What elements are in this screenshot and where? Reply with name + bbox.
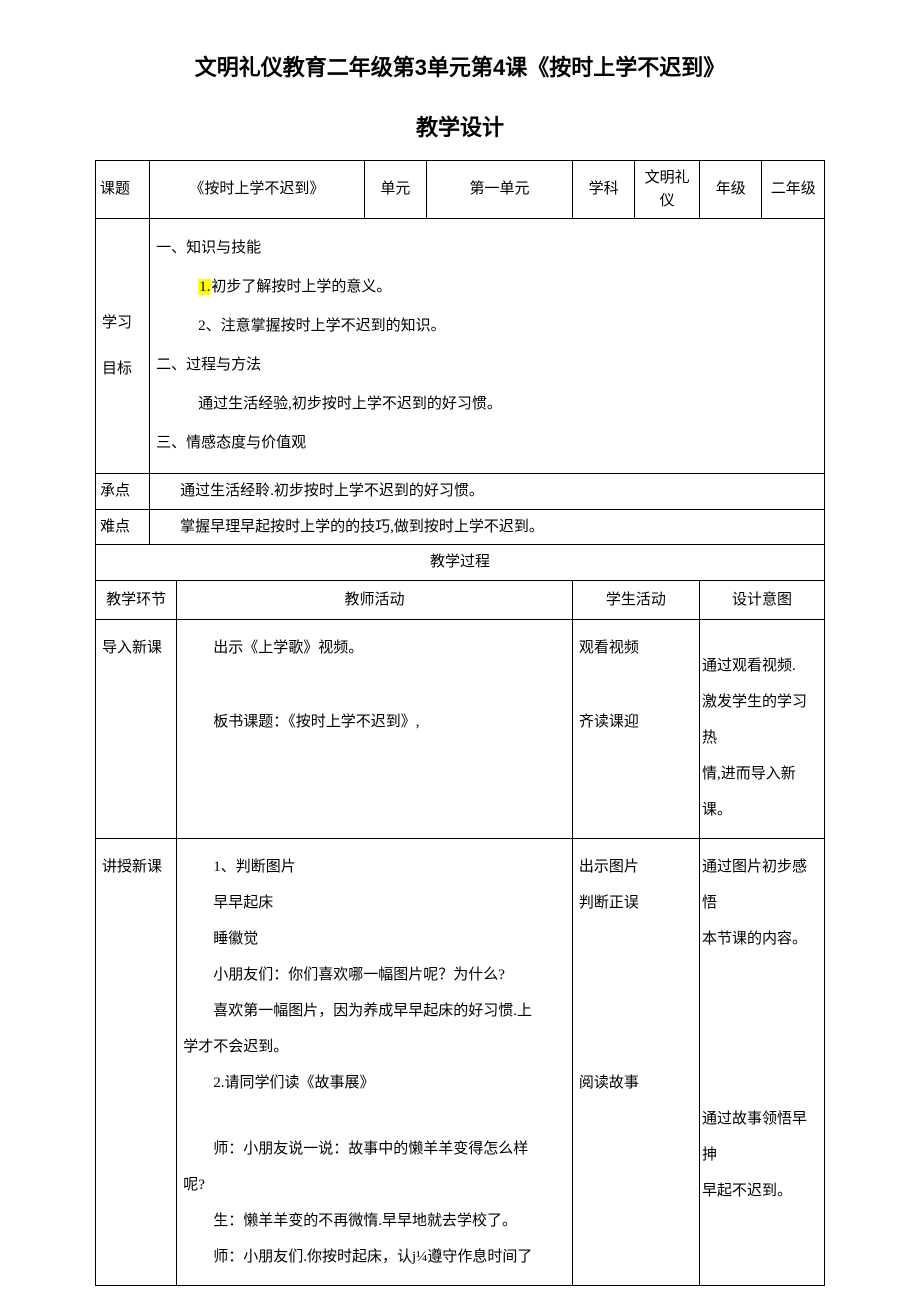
obj-s1-i1: 1.初步了解按时上学的意义。 bbox=[156, 268, 818, 307]
unit-value: 第一单元 bbox=[427, 161, 573, 219]
teacher-teach-11: 师：小朋友们.你按时起床，认j¼遵守作息时间了 bbox=[183, 1239, 566, 1275]
keypoint-row: 承点 通过生活经聆.初步按时上学不迟到的好习惯。 bbox=[96, 474, 825, 510]
obj-s1-i1-num: 1. bbox=[198, 279, 211, 295]
difficulty-label: 难点 bbox=[96, 509, 150, 545]
teacher-intro-2: 板书课题：《按时上学不迟到》, bbox=[183, 704, 566, 740]
obj-s2-title: 二、过程与方法 bbox=[156, 346, 818, 385]
obj-s3-title: 三、情感态度与价值观 bbox=[156, 424, 818, 463]
intent-intro-0: 通过观看视频. bbox=[702, 648, 818, 684]
student-teach-1: 判断正误 bbox=[579, 885, 693, 921]
grade-value: 二年级 bbox=[762, 161, 825, 219]
teacher-intro: 出示《上学歌》视频。 板书课题：《按时上学不迟到》, bbox=[177, 620, 573, 839]
col-teacher: 教师活动 bbox=[177, 580, 573, 620]
intent-teach: 通过图片初步感悟 本节课的内容。 通过故事领悟早抻 早起不迟到。 bbox=[699, 839, 824, 1286]
student-teach-0: 出示图片 bbox=[579, 849, 693, 885]
grade-label: 年级 bbox=[699, 161, 761, 219]
teacher-teach-9: 呢? bbox=[183, 1167, 566, 1203]
student-intro: 观看视频 齐读课迎 bbox=[572, 620, 699, 839]
intent-teach-0: 通过图片初步感悟 bbox=[702, 849, 818, 921]
teacher-teach-6: 2.请同学们读《故事展》 bbox=[183, 1065, 566, 1101]
col-intent: 设计意图 bbox=[699, 580, 824, 620]
topic-label: 课题 bbox=[96, 161, 150, 219]
process-title-row: 教学过程 bbox=[96, 545, 825, 581]
objectives-label: 学习 目标 bbox=[96, 219, 150, 474]
student-intro-2: 齐读课迎 bbox=[579, 704, 693, 740]
keypoint-text: 通过生活经聆.初步按时上学不迟到的好习惯。 bbox=[150, 474, 825, 510]
intent-intro-2: 情,进而导入新课。 bbox=[702, 756, 818, 828]
teacher-teach-8: 师：小朋友说一说：故事中的懒羊羊变得怎么样 bbox=[183, 1131, 566, 1167]
process-title: 教学过程 bbox=[96, 545, 825, 581]
process-header-row: 教学环节 教师活动 学生活动 设计意图 bbox=[96, 580, 825, 620]
teacher-teach-2: 睡徽觉 bbox=[183, 921, 566, 957]
teacher-teach-0: 1、判断图片 bbox=[183, 849, 566, 885]
subject-value: 文明礼仪 bbox=[635, 161, 700, 219]
objectives-row: 学习 目标 一、知识与技能 1.初步了解按时上学的意义。 2、注意掌握按时上学不… bbox=[96, 219, 825, 474]
difficulty-text: 掌握早理早起按时上学的的技巧,做到按时上学不迟到。 bbox=[150, 509, 825, 545]
intent-teach-1: 本节课的内容。 bbox=[702, 921, 818, 957]
teacher-teach-10: 生：懒羊羊变的不再微惰.早早地就去学校了。 bbox=[183, 1203, 566, 1239]
header-row: 课题 《按时上学不迟到》 单元 第一单元 学科 文明礼仪 年级 二年级 bbox=[96, 161, 825, 219]
col-phase: 教学环节 bbox=[96, 580, 177, 620]
topic-value: 《按时上学不迟到》 bbox=[150, 161, 365, 219]
intent-teach-7: 早起不迟到。 bbox=[702, 1173, 818, 1209]
student-teach-6: 阅读故事 bbox=[579, 1065, 693, 1101]
intent-teach-6: 通过故事领悟早抻 bbox=[702, 1101, 818, 1173]
unit-label: 单元 bbox=[364, 161, 426, 219]
teacher-teach-3: 小朋友们：你们喜欢哪一幅图片呢？为什么? bbox=[183, 957, 566, 993]
col-student: 学生活动 bbox=[572, 580, 699, 620]
difficulty-row: 难点 掌握早理早起按时上学的的技巧,做到按时上学不迟到。 bbox=[96, 509, 825, 545]
document-title-sub: 教学设计 bbox=[95, 110, 825, 142]
teacher-teach: 1、判断图片 早早起床 睡徽觉 小朋友们：你们喜欢哪一幅图片呢？为什么? 喜欢第… bbox=[177, 839, 573, 1286]
obj-s1-i1-text: 初步了解按时上学的意义。 bbox=[211, 279, 391, 295]
process-row-teach: 讲授新课 1、判断图片 早早起床 睡徽觉 小朋友们：你们喜欢哪一幅图片呢？为什么… bbox=[96, 839, 825, 1286]
intent-intro-1: 激发学生的学习热 bbox=[702, 684, 818, 756]
obj-s1-i2: 2、注意掌握按时上学不迟到的知识。 bbox=[156, 307, 818, 346]
subject-label: 学科 bbox=[572, 161, 634, 219]
objectives-content: 一、知识与技能 1.初步了解按时上学的意义。 2、注意掌握按时上学不迟到的知识。… bbox=[150, 219, 825, 474]
teacher-intro-spacer bbox=[183, 666, 566, 704]
phase-teach: 讲授新课 bbox=[96, 839, 177, 1286]
student-teach: 出示图片 判断正误 阅读故事 bbox=[572, 839, 699, 1286]
intent-intro: 通过观看视频. 激发学生的学习热 情,进而导入新课。 bbox=[699, 620, 824, 839]
phase-intro: 导入新课 bbox=[96, 620, 177, 839]
objectives-label-1: 学习 bbox=[102, 312, 143, 335]
lesson-plan-table: 课题 《按时上学不迟到》 单元 第一单元 学科 文明礼仪 年级 二年级 学习 目… bbox=[95, 160, 825, 1286]
teacher-intro-0: 出示《上学歌》视频。 bbox=[183, 630, 566, 666]
teacher-teach-1: 早早起床 bbox=[183, 885, 566, 921]
teacher-teach-5: 学才不会迟到。 bbox=[183, 1029, 566, 1065]
process-row-intro: 导入新课 出示《上学歌》视频。 板书课题：《按时上学不迟到》, 观看视频 齐读课… bbox=[96, 620, 825, 839]
document-title-main: 文明礼仪教育二年级第3单元第4课《按时上学不迟到》 bbox=[95, 50, 825, 82]
objectives-label-2: 目标 bbox=[102, 358, 143, 381]
student-intro-0: 观看视频 bbox=[579, 630, 693, 666]
keypoint-label: 承点 bbox=[96, 474, 150, 510]
teacher-teach-4: 喜欢第一幅图片，因为养成早早起床的好习惯.上 bbox=[183, 993, 566, 1029]
obj-s2-i1: 通过生活经验,初步按时上学不迟到的好习惯。 bbox=[156, 385, 818, 424]
obj-s1-title: 一、知识与技能 bbox=[156, 229, 818, 268]
